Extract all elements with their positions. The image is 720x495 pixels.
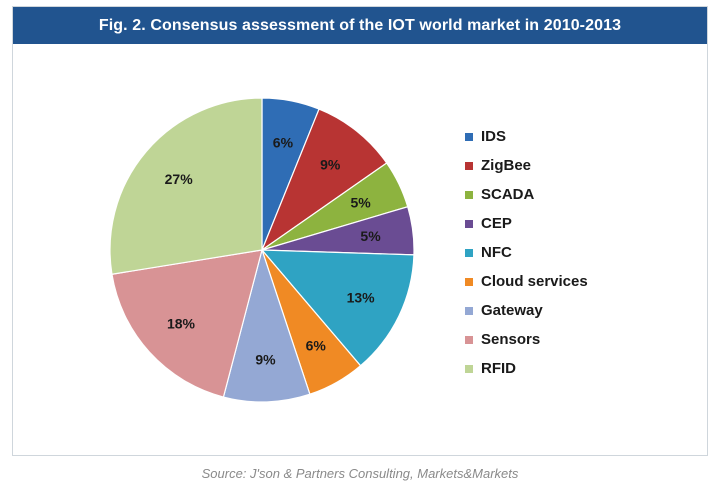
- legend-swatch: [465, 248, 473, 257]
- legend-item-scada: SCADA: [465, 180, 665, 209]
- pie-slice-sensors: [111, 249, 263, 398]
- pie-label-sensors: 18%: [167, 316, 196, 332]
- chart-title-bar: Fig. 2. Consensus assessment of the IOT …: [13, 7, 707, 44]
- legend-swatch: [465, 219, 473, 228]
- legend-label: Sensors: [481, 331, 541, 348]
- source-caption: Source: J'son & Partners Consulting, Mar…: [201, 466, 519, 481]
- legend-swatch: [465, 190, 473, 199]
- legend-swatch: [465, 161, 473, 170]
- legend-item-cloud-services: Cloud services: [465, 267, 665, 296]
- legend-item-sensors: Sensors: [465, 325, 665, 354]
- legend-label: Cloud services: [481, 273, 588, 290]
- pie-slice-nfc: [260, 249, 415, 367]
- legend-label: IDS: [481, 128, 507, 145]
- pie-label-cloud-services: 6%: [306, 337, 327, 353]
- legend-label: ZigBee: [481, 157, 532, 174]
- pie-label-rfid: 27%: [165, 171, 194, 187]
- legend-item-cep: CEP: [465, 209, 665, 238]
- legend-swatch: [465, 335, 473, 344]
- legend-item-gateway: Gateway: [465, 296, 665, 325]
- pie-label-cep: 5%: [360, 228, 381, 244]
- legend-item-ids: IDS: [465, 122, 665, 151]
- chart-title: Fig. 2. Consensus assessment of the IOT …: [98, 16, 622, 34]
- pie-label-gateway: 9%: [255, 351, 276, 367]
- chart-frame: Fig. 2. Consensus assessment of the IOT …: [12, 6, 708, 456]
- legend-item-nfc: NFC: [465, 238, 665, 267]
- pie-label-ids: 6%: [273, 135, 294, 151]
- legend-label: SCADA: [481, 186, 535, 203]
- legend-swatch: [465, 277, 473, 286]
- chart-legend: IDS ZigBee SCADA CEP NFC Cloud services Gatewa…: [465, 122, 665, 383]
- legend-label: CEP: [481, 215, 512, 232]
- legend-item-rfid: RFID: [465, 354, 665, 383]
- legend-swatch: [465, 306, 473, 315]
- legend-item-zigbee: ZigBee: [465, 151, 665, 180]
- legend-label: NFC: [481, 244, 512, 261]
- legend-label: Gateway: [481, 302, 543, 319]
- pie-label-scada: 5%: [350, 195, 371, 211]
- pie-slice-gateway: [222, 247, 311, 403]
- pie-slice-zigbee: [260, 108, 388, 252]
- legend-swatch: [465, 132, 473, 141]
- pie-chart: 6% 9% 5% 5% 13% 6% 9% 18% 27%: [109, 97, 415, 403]
- pie-slice-rfid: [109, 97, 263, 275]
- legend-swatch: [465, 364, 473, 373]
- legend-label: RFID: [481, 360, 516, 377]
- pie-label-nfc: 13%: [347, 289, 376, 305]
- pie-label-zigbee: 9%: [320, 156, 341, 172]
